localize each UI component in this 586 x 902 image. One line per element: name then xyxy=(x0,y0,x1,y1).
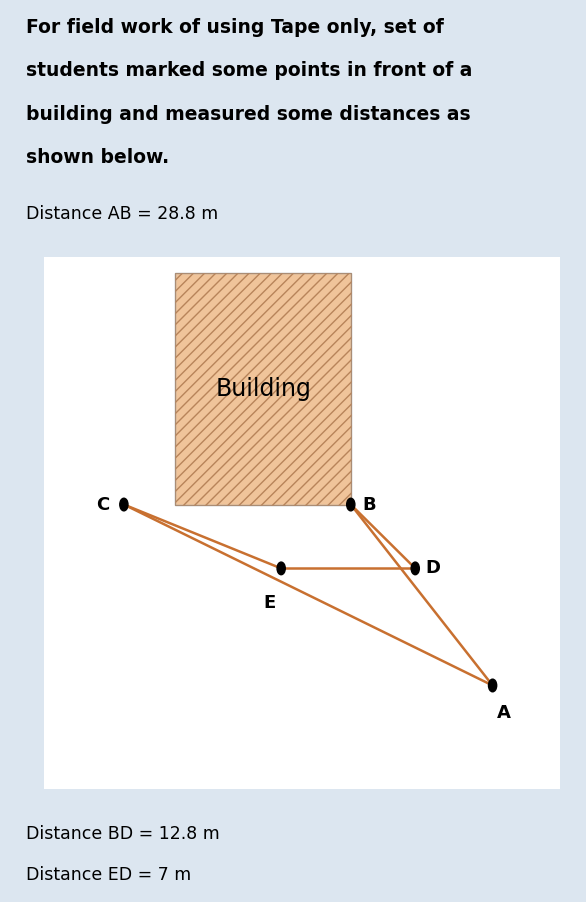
Text: students marked some points in front of a: students marked some points in front of … xyxy=(26,61,473,80)
Text: Distance ED = 7 m: Distance ED = 7 m xyxy=(26,866,192,884)
Text: shown below.: shown below. xyxy=(26,148,169,167)
Text: For field work of using Tape only, set of: For field work of using Tape only, set o… xyxy=(26,18,444,37)
Text: E: E xyxy=(263,594,275,612)
Circle shape xyxy=(489,679,497,692)
Text: Building: Building xyxy=(215,377,311,400)
Text: A: A xyxy=(498,704,511,722)
Text: D: D xyxy=(426,559,441,577)
Circle shape xyxy=(277,562,285,575)
Text: Distance BD = 12.8 m: Distance BD = 12.8 m xyxy=(26,825,220,843)
Bar xyxy=(175,273,351,504)
Circle shape xyxy=(347,498,355,511)
Text: Distance AB = 28.8 m: Distance AB = 28.8 m xyxy=(26,205,219,223)
Text: C: C xyxy=(96,495,109,513)
Circle shape xyxy=(411,562,420,575)
Text: B: B xyxy=(363,495,376,513)
Text: building and measured some distances as: building and measured some distances as xyxy=(26,105,471,124)
Bar xyxy=(175,273,351,504)
Circle shape xyxy=(120,498,128,511)
Bar xyxy=(44,257,560,789)
